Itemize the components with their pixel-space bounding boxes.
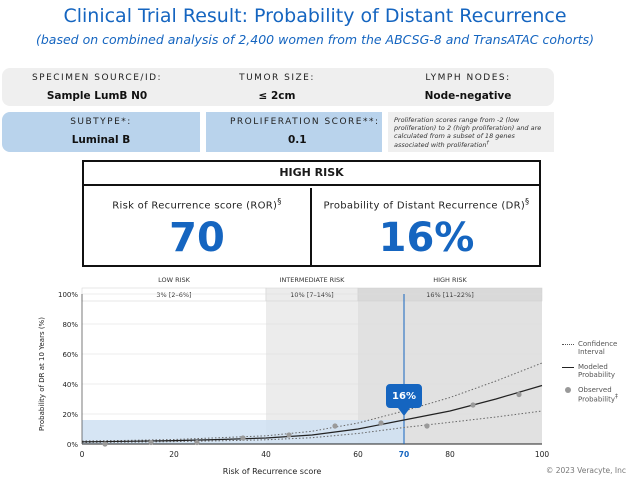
- x-tick-label-3: 60: [353, 450, 363, 459]
- proliferation-note-text: Proliferation scores range from -2 (low …: [394, 116, 542, 150]
- dr-label-text: Probability of Distant Recurrence (DR): [323, 200, 526, 212]
- ror-score-value: 70: [169, 215, 225, 262]
- proliferation-note: Proliferation scores range from -2 (low …: [388, 112, 554, 152]
- specimen-source-cell: SPECIMEN SOURCE/ID: Sample LumB N0: [2, 68, 192, 106]
- lymph-nodes-label: LYMPH NODES:: [425, 73, 511, 83]
- x-axis-title: Risk of Recurrence score: [223, 467, 322, 476]
- legend-observed-swatch: [565, 386, 571, 393]
- x-tick-label-6: 100: [535, 450, 550, 459]
- proliferation-cell: PROLIFERATION SCORE**: 0.1: [206, 112, 382, 152]
- risk-band-label-1: INTERMEDIATE RISK: [280, 276, 346, 284]
- legend-ci-label: Confidence Interval: [578, 340, 618, 357]
- lymph-nodes-value: Node-negative: [424, 90, 512, 102]
- observed-point-4: [286, 432, 292, 438]
- specimen-source-label: SPECIMEN SOURCE/ID:: [31, 73, 163, 83]
- observed-point-1: [148, 439, 154, 446]
- legend-ci: Confidence Interval: [560, 340, 630, 357]
- risk-band-1: [266, 294, 358, 444]
- x-tick-label-4: 70: [399, 450, 409, 459]
- tumor-size-label: TUMOR SIZE:: [239, 73, 315, 83]
- legend-modeled-label: Modeled Probability: [578, 362, 616, 380]
- y-axis-title: Probability of DR at 10 Years (%): [38, 317, 46, 431]
- modeled-probability-line: [81, 384, 543, 443]
- dr-label-mark: §: [525, 196, 530, 206]
- lymph-nodes-cell: LYMPH NODES: Node-negative: [382, 68, 554, 106]
- x-tick-label-0: 0: [80, 450, 85, 459]
- ror-label: Risk of Recurrence score (ROR)§: [84, 196, 310, 211]
- y-tick-label-0: 0%: [67, 441, 78, 449]
- subtype-value: Luminal B: [71, 134, 131, 146]
- dr-column: Probability of Distant Recurrence (DR)§ …: [314, 188, 539, 267]
- proliferation-note-mark: †: [486, 140, 490, 147]
- observed-point-6: [378, 420, 384, 426]
- specimen-info-row: SPECIMEN SOURCE/ID: Sample LumB N0 TUMOR…: [2, 68, 554, 106]
- risk-band-2: [358, 294, 542, 444]
- dr-label: Probability of Distant Recurrence (DR)§: [314, 196, 539, 211]
- observed-point-7: [424, 423, 430, 429]
- y-tick-label-5: 100%: [58, 291, 78, 299]
- score-marker-pin: [386, 384, 422, 416]
- y-tick-label-4: 80%: [62, 321, 78, 329]
- legend-observed-label: Observed Probability: [578, 385, 616, 404]
- legend-modeled: Modeled Probability: [560, 363, 630, 380]
- copyright: © 2023 Veracyte, Inc: [545, 466, 626, 475]
- legend-observed-mark: ‡: [615, 393, 618, 400]
- score-marker-label: 16%: [392, 391, 416, 402]
- ror-label-text: Risk of Recurrence score (ROR): [112, 200, 278, 212]
- report-subtitle: (based on combined analysis of 2,400 wom…: [35, 32, 594, 47]
- observed-point-5: [332, 423, 338, 429]
- tumor-size-value: ≤ 2cm: [258, 90, 296, 102]
- risk-band-0: [82, 294, 266, 444]
- observed-point-9: [516, 391, 522, 398]
- subtype-info-row: SUBTYPE*: Luminal B PROLIFERATION SCORE*…: [2, 112, 554, 152]
- risk-band-label-2: HIGH RISK: [433, 276, 467, 284]
- observed-point-0: [102, 441, 108, 447]
- proliferation-label: PROLIFERATION SCORE**:: [230, 117, 380, 127]
- risk-band-label-0: LOW RISK: [158, 276, 191, 284]
- legend-observed: Observed Probability‡: [560, 386, 630, 404]
- specimen-source-value: Sample LumB N0: [46, 90, 148, 102]
- risk-band-range-2: 16% [11–22%]: [426, 291, 474, 299]
- observed-point-2: [194, 439, 200, 446]
- subtype-label: SUBTYPE*:: [70, 117, 132, 127]
- x-tick-label-2: 40: [261, 450, 271, 459]
- report-title: Clinical Trial Result: Probability of Di…: [63, 5, 567, 27]
- y-tick-label-3: 60%: [62, 351, 78, 359]
- ror-label-mark: §: [277, 196, 282, 206]
- x-tick-label-1: 20: [169, 450, 179, 459]
- proliferation-value: 0.1: [288, 134, 307, 146]
- recurrence-chart-svg: LOW RISK 3% [2–6%] INTERMEDIATE RISK 10% [7…: [38, 276, 550, 476]
- recurrence-chart: LOW RISK 3% [2–6%] INTERMEDIATE RISK 10% [7…: [0, 270, 630, 480]
- observed-point-3: [240, 435, 246, 441]
- x-tick-label-5: 80: [445, 450, 455, 459]
- ci-upper-line: [81, 362, 543, 442]
- risk-summary-box: HIGH RISK Risk of Recurrence score (ROR)…: [82, 160, 541, 267]
- subtype-cell: SUBTYPE*: Luminal B: [2, 112, 200, 152]
- y-tick-label-1: 20%: [62, 411, 78, 419]
- ror-column: Risk of Recurrence score (ROR)§ 70: [84, 188, 312, 267]
- legend-modeled-swatch: [562, 366, 574, 368]
- tumor-size-cell: TUMOR SIZE: ≤ 2cm: [192, 68, 362, 106]
- legend-ci-swatch: [562, 344, 574, 345]
- risk-band-range-0: 3% [2–6%]: [156, 291, 191, 299]
- risk-category-header: HIGH RISK: [84, 162, 539, 186]
- dr-probability-value: 16%: [378, 215, 475, 262]
- y-tick-label-2: 40%: [62, 381, 78, 389]
- chart-legend: Confidence Interval Modeled Probability …: [560, 340, 630, 410]
- observed-point-8: [470, 402, 476, 408]
- risk-band-range-1: 10% [7–14%]: [290, 291, 333, 299]
